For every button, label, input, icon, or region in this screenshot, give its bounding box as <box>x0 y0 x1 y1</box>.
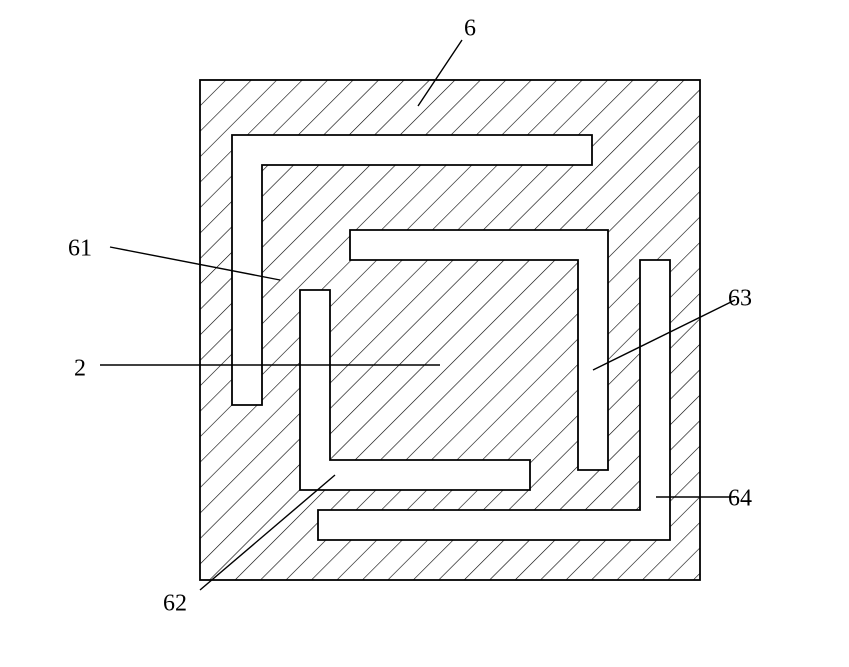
label-63: 63 <box>728 286 752 312</box>
label-61: 61 <box>68 236 92 262</box>
label-64: 64 <box>728 486 752 512</box>
label-62: 62 <box>163 591 187 617</box>
label-2: 2 <box>74 356 86 382</box>
label-6: 6 <box>464 16 476 42</box>
